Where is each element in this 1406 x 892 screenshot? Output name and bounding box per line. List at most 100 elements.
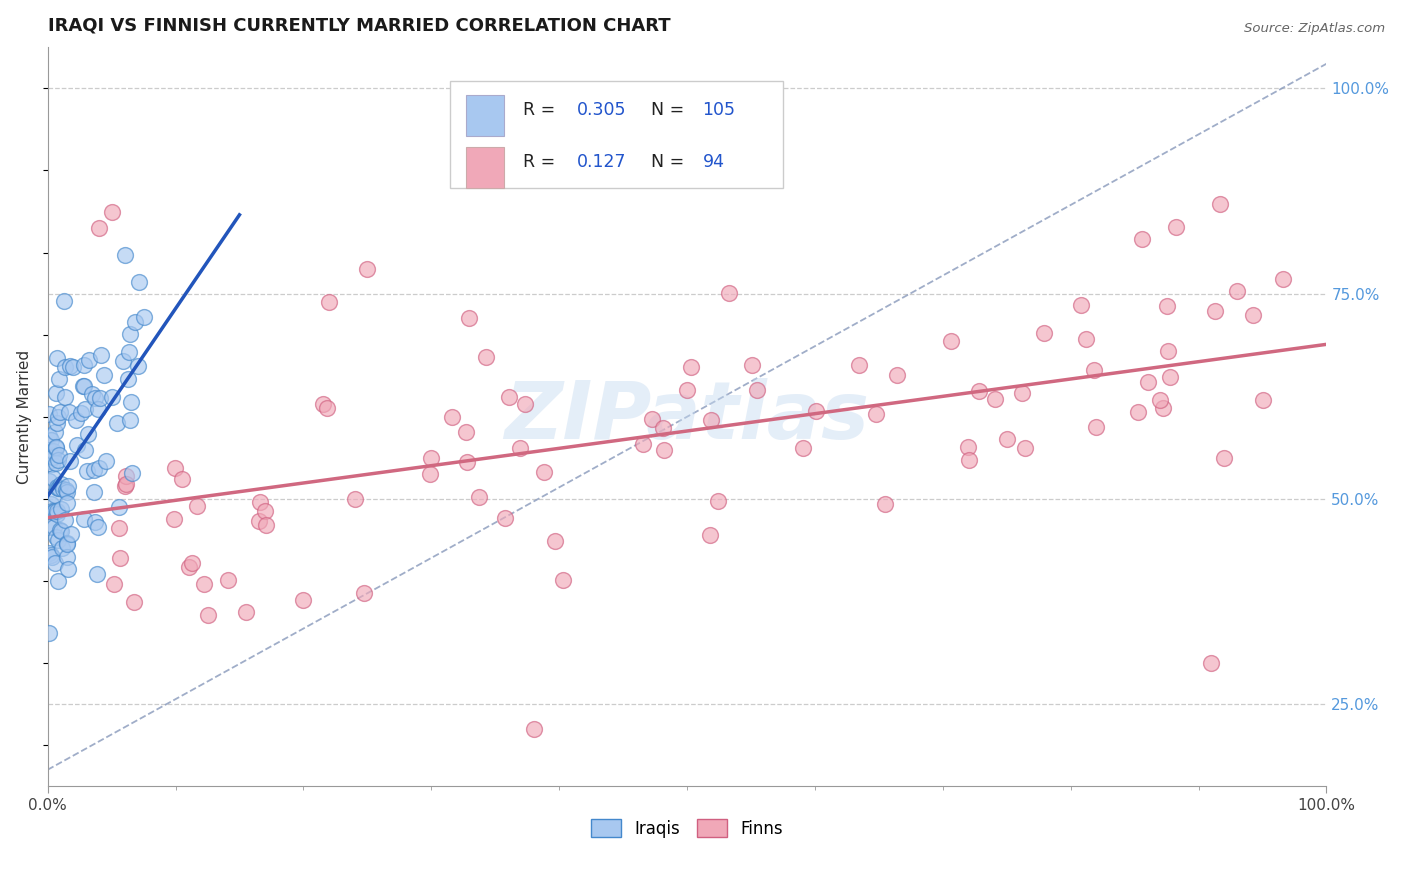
Point — [56, 537, 79, 551]
Y-axis label: Currently Married: Currently Married — [17, 350, 32, 483]
Point — [353, 585, 375, 599]
Point — [117, 372, 139, 386]
Point — [467, 490, 489, 504]
Point — [193, 577, 215, 591]
Point — [75, 402, 97, 417]
Text: ZIPatlas: ZIPatlas — [505, 377, 869, 456]
Point — [77, 352, 100, 367]
Point — [86, 566, 108, 581]
Point — [53, 359, 76, 374]
Point — [707, 494, 730, 508]
Point — [679, 359, 702, 374]
Point — [44, 504, 66, 518]
Point — [105, 417, 128, 431]
Point — [42, 471, 65, 485]
Point — [42, 450, 65, 465]
Point — [553, 573, 575, 587]
Point — [1152, 401, 1174, 416]
Point — [53, 293, 76, 308]
Point — [1084, 420, 1107, 434]
Point — [59, 359, 82, 373]
Point — [121, 466, 143, 480]
Point — [48, 448, 70, 462]
Point — [107, 500, 129, 515]
Point — [49, 476, 72, 491]
Point — [41, 457, 63, 471]
Point — [41, 444, 63, 458]
Point — [83, 484, 105, 499]
Point — [1271, 272, 1294, 286]
Point — [38, 475, 60, 489]
Point — [76, 464, 98, 478]
Point — [127, 359, 149, 373]
Point — [513, 397, 536, 411]
Point — [186, 499, 208, 513]
Point — [38, 443, 60, 458]
Text: R =: R = — [523, 153, 555, 171]
Point — [84, 515, 107, 529]
Point — [124, 314, 146, 328]
Point — [44, 556, 66, 570]
Point — [1213, 451, 1236, 466]
Point — [1076, 332, 1098, 346]
Point — [456, 455, 478, 469]
Point — [87, 461, 110, 475]
Point — [292, 592, 315, 607]
Point — [741, 358, 763, 372]
Point — [700, 413, 723, 427]
Point — [83, 462, 105, 476]
Point — [53, 513, 76, 527]
Point — [62, 360, 84, 375]
Point — [640, 411, 662, 425]
Point — [44, 520, 66, 534]
Point — [103, 576, 125, 591]
Point — [474, 350, 496, 364]
Point — [163, 512, 186, 526]
Point — [41, 497, 63, 511]
Point — [82, 386, 104, 401]
Point — [356, 262, 378, 277]
Point — [544, 534, 567, 549]
Point — [132, 310, 155, 324]
Point — [48, 372, 70, 386]
Point — [48, 405, 70, 419]
FancyBboxPatch shape — [450, 80, 783, 187]
Point — [128, 275, 150, 289]
Point — [170, 472, 193, 486]
Point — [1156, 300, 1178, 314]
Point — [120, 413, 142, 427]
Point — [72, 512, 94, 526]
Point — [96, 454, 118, 468]
Point — [58, 404, 80, 418]
Point — [806, 403, 828, 417]
Text: N =: N = — [651, 153, 685, 171]
Point — [56, 496, 79, 510]
Point — [39, 434, 62, 448]
Point — [456, 425, 478, 440]
Point — [419, 467, 441, 481]
Point — [93, 368, 115, 382]
Point — [44, 488, 66, 502]
Point — [56, 550, 79, 565]
Point — [344, 491, 367, 506]
Point — [114, 479, 136, 493]
Point — [494, 511, 516, 525]
Point — [45, 507, 67, 521]
Point — [181, 556, 204, 570]
Point — [969, 384, 991, 399]
Point — [457, 311, 479, 326]
Point — [120, 326, 142, 341]
Point — [100, 204, 122, 219]
Point — [90, 348, 112, 362]
Point — [53, 390, 76, 404]
Point — [1204, 303, 1226, 318]
Point — [65, 413, 87, 427]
Point — [848, 358, 870, 372]
Point — [52, 482, 75, 496]
Point — [1011, 386, 1033, 401]
Point — [46, 410, 69, 425]
FancyBboxPatch shape — [465, 147, 505, 187]
Point — [87, 401, 110, 416]
Point — [69, 406, 91, 420]
Point — [652, 421, 675, 435]
